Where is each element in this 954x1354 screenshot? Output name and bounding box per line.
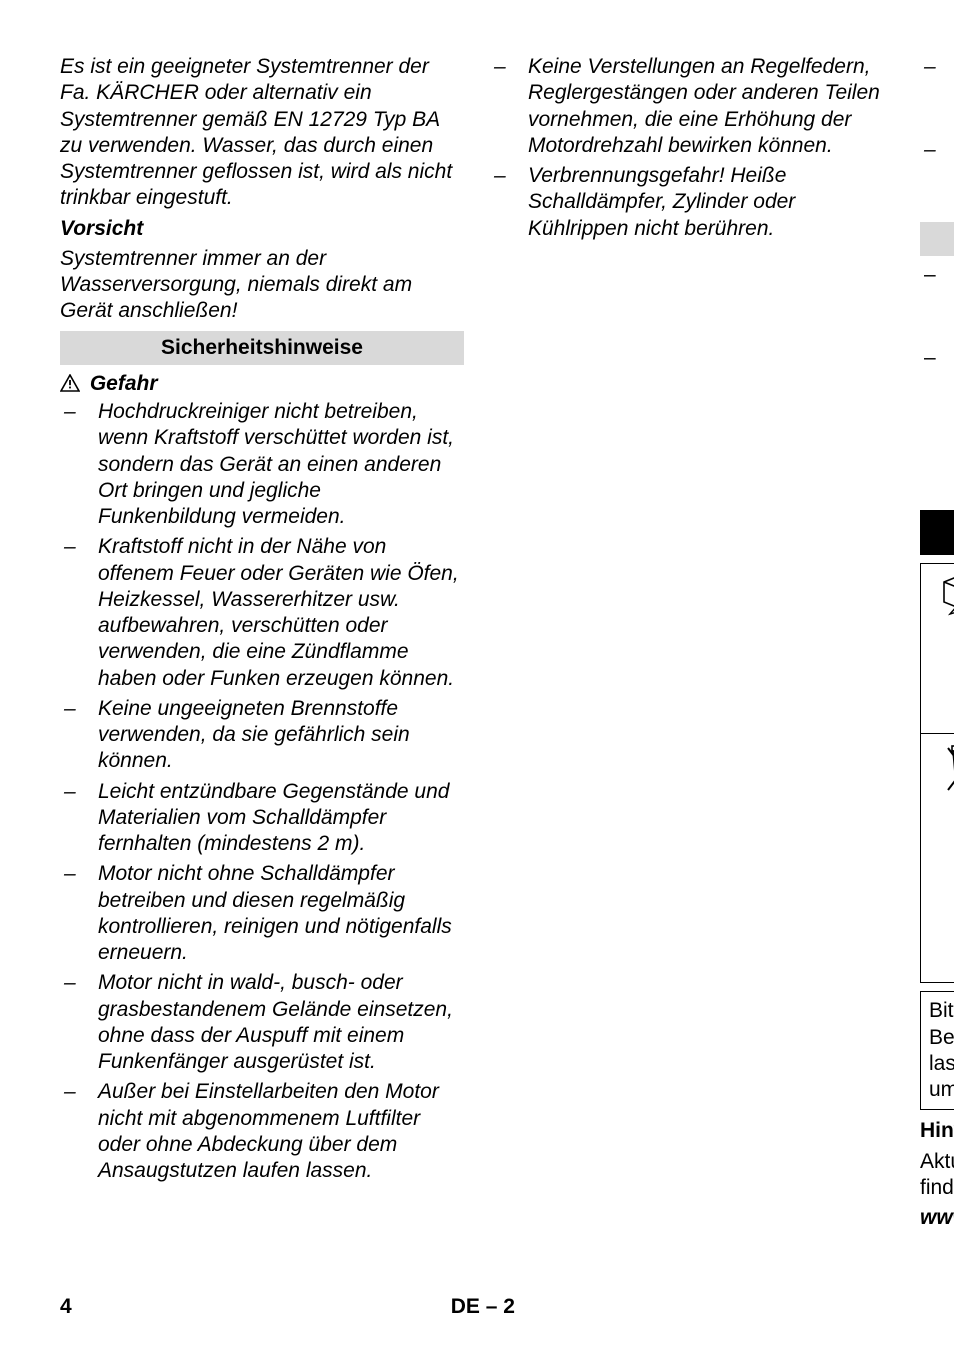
page-number: 4 — [60, 1294, 72, 1320]
weee-bin-icon — [921, 734, 954, 983]
gefahr-item: –Keine ungeeigneten Brennstoffe verwende… — [60, 696, 464, 775]
gefahr-item: –Keine Verstellungen an Regelfedern, Reg… — [490, 54, 894, 159]
umwelt-heading: Umweltschutz — [920, 510, 954, 555]
gefahr-item: –Verbrennungsgefahr! Heiße Schalldämpfer… — [490, 163, 894, 242]
gefahr-item: –Leicht entzündbare Gegenstände und Mate… — [60, 779, 464, 858]
allgemein-item: –Jeweilige nationale Vorschriften des Ge… — [920, 345, 954, 503]
reach-heading: Hinweise zu Inhaltsstoffen (REACH) — [920, 1118, 954, 1144]
oil-warning-box: Bitte Motorenöl, Heizöl, Diesel und Benz… — [920, 991, 954, 1110]
gefahr-item: –Motor nicht in wald-, busch- oder grasb… — [60, 970, 464, 1075]
reach-link: www.kaercher.de/REACH — [920, 1205, 954, 1231]
reach-text: Aktuelle Informationen zu Inhaltsstoffen… — [920, 1149, 954, 1202]
allgemein-heading: Allgemein — [920, 222, 954, 256]
gefahr-item: –Motor nicht ohne Schalldämpfer betreibe… — [60, 861, 464, 966]
footer-center: DE – 2 — [60, 1294, 894, 1320]
gefahr-line: Gefahr — [60, 371, 464, 397]
gefahr-item: –Außer bei Einstellarbeiten den Motor ni… — [60, 1079, 464, 1184]
intro-text: Es ist ein geeigneter Systemtrenner der … — [60, 54, 464, 212]
page-footer: 4 DE – 2 — [60, 1294, 894, 1320]
warning-triangle-icon — [60, 374, 80, 392]
gefahr-item: –Hände und Füße nie in die Nähe bewegter… — [920, 54, 954, 133]
safety-heading: Sicherheitshinweise — [60, 331, 464, 365]
allgemein-item: –Jeweilige nationale Vorschriften des Ge… — [920, 262, 954, 341]
gefahr-label: Gefahr — [90, 372, 158, 395]
gefahr-item: –Vergiftungsgefahr! Gerät darf nicht in … — [920, 137, 954, 216]
recycle-box-icon — [921, 563, 954, 734]
gefahr-item: –Kraftstoff nicht in der Nähe von offene… — [60, 534, 464, 692]
vorsicht-text: Systemtrenner immer an der Wasserversorg… — [60, 246, 464, 325]
vorsicht-label: Vorsicht — [60, 216, 464, 242]
gefahr-item: –Hochdruckreiniger nicht betreiben, wenn… — [60, 399, 464, 530]
umwelt-table: Die Verpackungsmaterialien sind recycleb… — [920, 563, 954, 984]
